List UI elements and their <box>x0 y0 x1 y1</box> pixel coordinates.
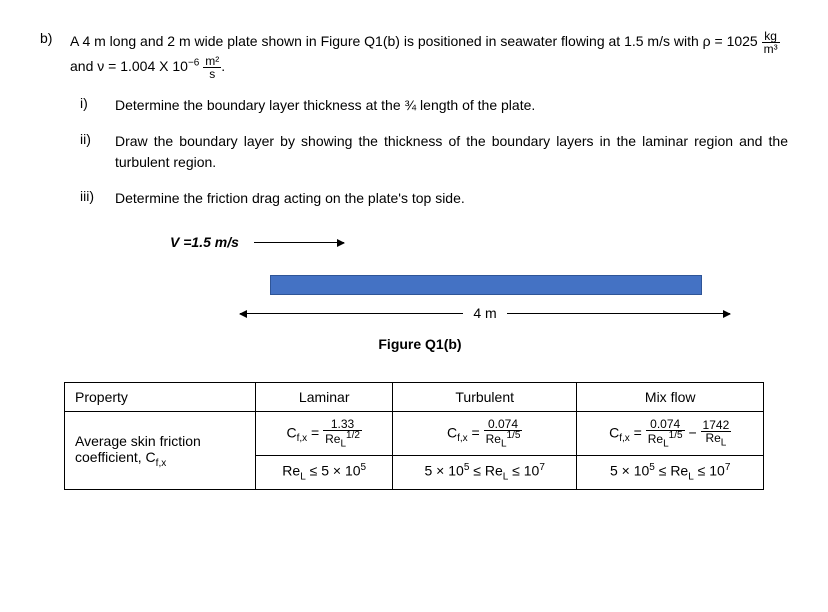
dim-label: 4 m <box>463 305 506 321</box>
turbulent-formula: Cf,x = 0.074ReL1/5 <box>393 412 577 456</box>
plate-shape <box>270 275 702 295</box>
header-turbulent: Turbulent <box>393 383 577 412</box>
question-label: b) <box>40 30 70 80</box>
sub-question-ii: ii) Draw the boundary layer by showing t… <box>80 131 788 173</box>
row-label: Average skin friction coefficient, Cf,x <box>65 412 256 490</box>
table-row: Average skin friction coefficient, Cf,x … <box>65 412 764 456</box>
mix-condition: 5 × 105 ≤ ReL ≤ 107 <box>577 456 764 489</box>
figure-caption: Figure Q1(b) <box>120 336 720 352</box>
question-main: b) A 4 m long and 2 m wide plate shown i… <box>40 30 788 80</box>
velocity-label: V =1.5 m/s <box>170 234 239 250</box>
table-row: Property Laminar Turbulent Mix flow <box>65 383 764 412</box>
sub-question-iii: iii) Determine the friction drag acting … <box>80 188 788 209</box>
mix-formula: Cf,x = 0.074ReL1/5 − 1742ReL <box>577 412 764 456</box>
sub-question-i: i) Determine the boundary layer thicknes… <box>80 95 788 116</box>
turbulent-condition: 5 × 105 ≤ ReL ≤ 107 <box>393 456 577 489</box>
header-laminar: Laminar <box>256 383 393 412</box>
header-mix: Mix flow <box>577 383 764 412</box>
header-property: Property <box>65 383 256 412</box>
dim-arrow-left-icon <box>240 313 463 314</box>
question-text: A 4 m long and 2 m wide plate shown in F… <box>70 30 788 80</box>
laminar-condition: ReL ≤ 5 × 105 <box>256 456 393 489</box>
friction-table: Property Laminar Turbulent Mix flow Aver… <box>64 382 764 490</box>
laminar-formula: Cf,x = 1.33ReL1/2 <box>256 412 393 456</box>
dim-arrow-right-icon <box>507 313 730 314</box>
figure-q1b: V =1.5 m/s 4 m Figure Q1(b) <box>170 234 720 352</box>
velocity-arrow-icon <box>254 242 344 243</box>
